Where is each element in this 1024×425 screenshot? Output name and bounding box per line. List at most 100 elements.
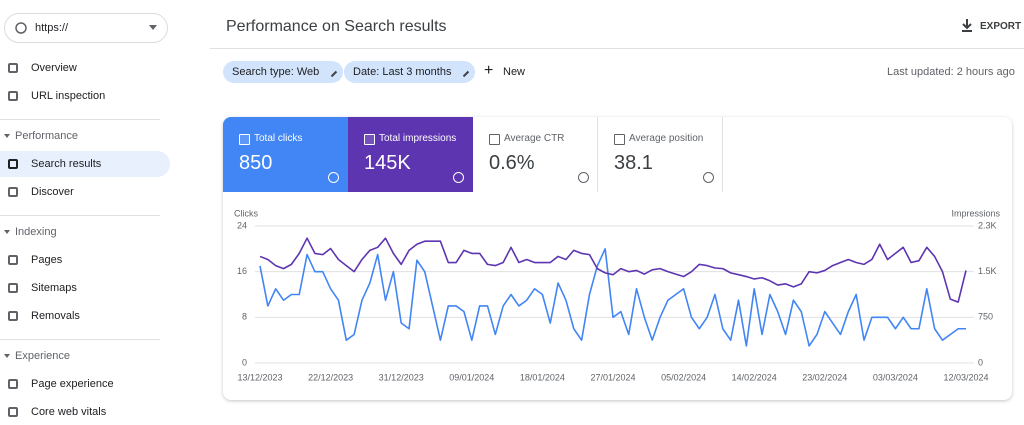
- dropdown-arrow: [149, 25, 157, 30]
- x-tick-label: 13/12/2023: [237, 372, 282, 382]
- y2-tick-label: 0: [978, 357, 983, 367]
- divider: [0, 339, 160, 340]
- nav-icon: [8, 311, 18, 321]
- nav-item[interactable]: Page experience: [0, 371, 170, 397]
- metric-label: Average CTR: [504, 133, 565, 144]
- metric-tile[interactable]: Average position 38.1: [598, 117, 723, 192]
- y-axis-title: Clicks: [234, 208, 258, 218]
- nav-icon: [8, 187, 18, 197]
- metric-value: 850: [239, 152, 273, 174]
- nav-item[interactable]: Discover: [0, 179, 170, 205]
- section-title: Indexing: [15, 226, 57, 238]
- x-tick-label: 03/03/2024: [873, 372, 918, 382]
- help-icon: [453, 172, 464, 183]
- nav-item[interactable]: Pages: [0, 247, 170, 273]
- caret: [4, 354, 10, 358]
- y2-axis-title: Impressions: [951, 208, 1000, 218]
- chart-card: Clicks Impressions 0 8 16 24 0 750 1.5K 2.3K 13/12…: [223, 117, 1012, 400]
- section-title: Experience: [15, 350, 71, 362]
- checkbox: [239, 134, 250, 145]
- nav-label: Removals: [31, 310, 80, 322]
- metric-value: 0.6%: [489, 152, 535, 174]
- metric-tile[interactable]: Total impressions 145K: [348, 117, 473, 192]
- metric-tile[interactable]: Average CTR 0.6%: [473, 117, 598, 192]
- nav-label: Page experience: [31, 378, 114, 390]
- y2-tick-label: 750: [978, 312, 993, 322]
- y-tick-label: 24: [237, 220, 247, 230]
- chart: Clicks Impressions 0 8 16 24 0 750 1.5K 2.3K 13/12…: [234, 208, 1001, 382]
- nav-label: Sitemaps: [31, 282, 77, 294]
- metric-value: 145K: [364, 152, 411, 174]
- y-tick-label: 0: [242, 357, 247, 367]
- x-tick-label: 18/01/2024: [520, 372, 565, 382]
- last-updated: Last updated: 2 hours ago: [887, 66, 1015, 78]
- nav-icon: [8, 159, 18, 169]
- nav-item[interactable]: Removals: [0, 303, 170, 329]
- sidebar: https:// Overview URL inspection Performan…: [0, 0, 176, 418]
- new-filter[interactable]: New: [503, 66, 526, 78]
- metric-tile[interactable]: Total clicks 850: [223, 117, 348, 192]
- series-line: [259, 237, 967, 303]
- x-tick-label: 27/01/2024: [590, 372, 635, 382]
- checkbox: [364, 134, 375, 145]
- x-tick-label: 31/12/2023: [379, 372, 424, 382]
- x-tick-label: 05/02/2024: [661, 372, 706, 382]
- y-tick-label: 8: [242, 312, 247, 322]
- filter-chip[interactable]: Date: Last 3 months: [344, 61, 476, 83]
- caret: [4, 134, 10, 138]
- help-icon: [703, 172, 714, 183]
- divider: [210, 48, 1024, 49]
- metric-value: 38.1: [614, 152, 653, 174]
- chip-label: Date: Last 3 months: [353, 66, 452, 78]
- edit-icon: [458, 65, 470, 78]
- nav-section[interactable]: Performance: [0, 126, 170, 146]
- page-title: Performance on Search results: [226, 18, 447, 35]
- property-icon: [15, 22, 27, 34]
- y-tick-label: 16: [237, 266, 247, 276]
- x-tick-label: 12/03/2024: [943, 372, 988, 382]
- checkbox: [489, 134, 500, 145]
- nav-label: Overview: [31, 62, 77, 74]
- y2-tick-label: 2.3K: [978, 220, 997, 230]
- nav-item[interactable]: Core web vitals: [0, 399, 170, 425]
- nav-item[interactable]: URL inspection: [0, 83, 170, 109]
- export-button[interactable]: EXPORT: [980, 21, 1022, 32]
- nav-icon: [8, 91, 18, 101]
- nav-item[interactable]: Overview: [0, 55, 170, 81]
- y2-tick-label: 1.5K: [978, 266, 997, 276]
- filter-chip[interactable]: Search type: Web: [223, 61, 344, 83]
- x-tick-label: 09/01/2024: [449, 372, 494, 382]
- metric-label: Average position: [629, 133, 704, 144]
- nav-label: Pages: [31, 254, 63, 266]
- x-tick-label: 22/12/2023: [308, 372, 353, 382]
- nav-icon: [8, 379, 18, 389]
- nav-section[interactable]: Experience: [0, 346, 170, 366]
- x-tick-label: 14/02/2024: [732, 372, 777, 382]
- nav-icon: [8, 63, 18, 73]
- checkbox: [614, 134, 625, 145]
- nav-section[interactable]: Indexing: [0, 222, 170, 242]
- divider: [0, 119, 160, 120]
- nav-icon: [8, 283, 18, 293]
- property-url: https://: [35, 22, 69, 34]
- series-line: [259, 248, 966, 347]
- nav-item[interactable]: Search results: [0, 151, 170, 177]
- property-selector[interactable]: https://: [4, 13, 168, 43]
- help-icon: [578, 172, 589, 183]
- nav-item[interactable]: Sitemaps: [0, 275, 170, 301]
- nav-label: Discover: [31, 186, 74, 198]
- divider: [0, 215, 160, 216]
- edit-icon: [326, 65, 338, 78]
- nav-label: Core web vitals: [31, 406, 107, 418]
- nav-label: Search results: [31, 158, 102, 170]
- nav-label: URL inspection: [31, 90, 106, 102]
- help-icon: [328, 172, 339, 183]
- x-tick-label: 23/02/2024: [802, 372, 847, 382]
- nav-icon: [8, 255, 18, 265]
- caret: [4, 230, 10, 234]
- metric-label: Total clicks: [254, 133, 303, 144]
- export-icon: [962, 19, 972, 32]
- section-title: Performance: [15, 130, 78, 142]
- chip-label: Search type: Web: [232, 66, 320, 78]
